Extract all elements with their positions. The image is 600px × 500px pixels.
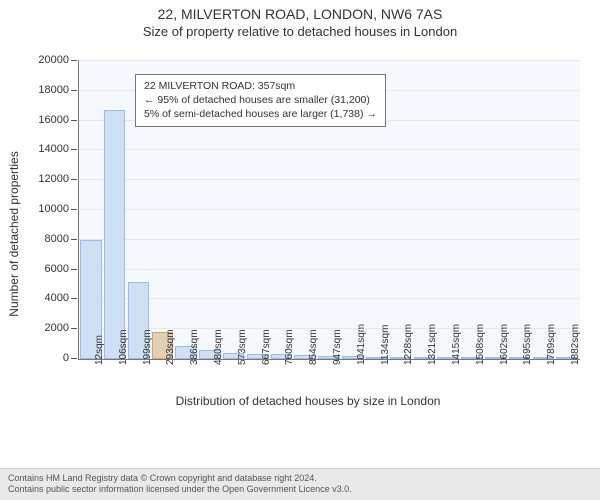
y-tick-label: 12000 (38, 173, 69, 185)
x-tick-label: 386sqm (189, 329, 200, 365)
y-tick (71, 328, 77, 329)
annotation-line-2: ← 95% of detached houses are smaller (31… (144, 93, 377, 107)
x-tick-label: 760sqm (284, 329, 295, 365)
chart-container: 22, MILVERTON ROAD, LONDON, NW6 7AS Size… (0, 0, 600, 500)
y-tick-label: 0 (63, 352, 69, 364)
y-tick (71, 120, 77, 121)
x-tick-label: 480sqm (213, 329, 224, 365)
footer-attribution: Contains HM Land Registry data © Crown c… (0, 468, 600, 500)
y-tick (71, 209, 77, 210)
x-tick-label: 1882sqm (570, 324, 581, 365)
gridline (79, 179, 580, 180)
y-tick-label: 6000 (45, 263, 69, 275)
y-axis-label: Number of detached properties (7, 151, 21, 316)
y-tick-label: 20000 (38, 54, 69, 66)
footer-line-1: Contains HM Land Registry data © Crown c… (8, 473, 592, 485)
y-tick (71, 298, 77, 299)
y-tick-label: 16000 (38, 114, 69, 126)
gridline (79, 60, 580, 61)
x-tick-label: 573sqm (237, 329, 248, 365)
title-block: 22, MILVERTON ROAD, LONDON, NW6 7AS Size… (0, 0, 600, 39)
title-line-2: Size of property relative to detached ho… (0, 24, 600, 39)
annotation-line-3: 5% of semi-detached houses are larger (1… (144, 107, 377, 121)
y-tick-label: 14000 (38, 143, 69, 155)
gridline (79, 269, 580, 270)
y-tick-label: 8000 (45, 233, 69, 245)
y-tick (71, 179, 77, 180)
title-line-1: 22, MILVERTON ROAD, LONDON, NW6 7AS (0, 6, 600, 22)
x-axis-label: Distribution of detached houses by size … (176, 394, 441, 408)
gridline (79, 149, 580, 150)
y-tick (71, 90, 77, 91)
gridline (79, 298, 580, 299)
y-tick (71, 149, 77, 150)
y-tick (71, 60, 77, 61)
y-tick-label: 10000 (38, 203, 69, 215)
gridline (79, 209, 580, 210)
x-tick-label: 667sqm (261, 329, 272, 365)
y-tick (71, 239, 77, 240)
y-tick-label: 2000 (45, 322, 69, 334)
y-tick (71, 358, 77, 359)
x-tick-label: 947sqm (332, 329, 343, 365)
y-tick-label: 4000 (45, 292, 69, 304)
x-tick-label: 854sqm (308, 329, 319, 365)
footer-line-2: Contains public sector information licen… (8, 484, 592, 496)
gridline (79, 239, 580, 240)
y-tick (71, 269, 77, 270)
bar (104, 110, 125, 359)
plot-area: 22 MILVERTON ROAD: 357sqm ← 95% of detac… (78, 60, 580, 360)
chart-wrap: Number of detached properties 22 MILVERT… (28, 48, 588, 420)
annotation-line-1: 22 MILVERTON ROAD: 357sqm (144, 79, 377, 93)
annotation-box: 22 MILVERTON ROAD: 357sqm ← 95% of detac… (135, 74, 386, 127)
y-tick-label: 18000 (38, 84, 69, 96)
